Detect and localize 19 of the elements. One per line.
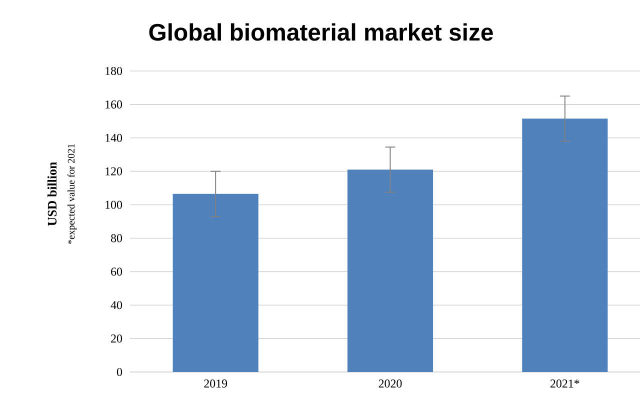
x-tick-label: 2020: [378, 380, 402, 388]
y-tick-label: 120: [106, 167, 122, 176]
y-tick-label: 140: [106, 134, 122, 142]
y-tick-label: 100: [106, 200, 122, 209]
y-tick-label: 20: [111, 334, 122, 343]
bar: [522, 118, 608, 372]
x-tick-label: 2021*: [550, 380, 580, 388]
y-tick-label: 80: [110, 234, 122, 242]
y-axis-title: USD billion: [47, 162, 57, 226]
y-tick-label: 180: [106, 66, 122, 76]
text: *expected value for 2021: [67, 144, 77, 244]
y-tick-label: 60: [111, 268, 122, 276]
bar: [172, 194, 258, 372]
y-tick-label: 0: [116, 368, 122, 376]
x-tick-label: 2019: [204, 380, 228, 388]
bar: [347, 170, 434, 372]
y-tick-label: 160: [106, 100, 122, 108]
y-tick-label: 40: [110, 301, 122, 310]
chart-title: Global biomaterial market size: [149, 23, 493, 41]
